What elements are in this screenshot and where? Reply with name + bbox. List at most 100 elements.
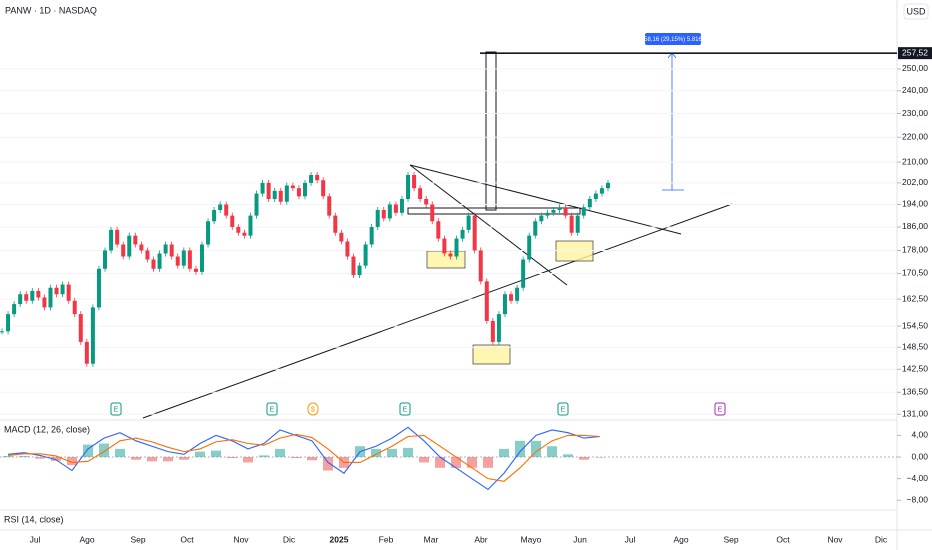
histogram-bar <box>67 457 77 466</box>
histogram-bar <box>547 446 557 458</box>
currency-button[interactable] <box>903 3 929 20</box>
histogram-bar <box>531 440 541 458</box>
candle-body <box>96 268 101 308</box>
event-label: E <box>114 406 119 413</box>
histogram-bar <box>387 448 397 458</box>
candle-body <box>272 190 277 199</box>
y-tick-label: −4,00 <box>906 473 928 483</box>
event-marker <box>714 402 726 416</box>
candle-body <box>478 250 483 282</box>
candle-body <box>36 290 41 298</box>
candle-body <box>502 294 507 315</box>
rectangle <box>407 207 581 215</box>
candle-body <box>424 198 429 205</box>
candle-body <box>315 175 320 181</box>
candle-body <box>218 204 223 211</box>
candle-body <box>206 221 211 245</box>
candle-body <box>0 331 4 333</box>
histogram-bar <box>227 457 237 459</box>
histogram-bar <box>99 443 109 458</box>
candle-body <box>30 290 35 301</box>
rectangle <box>485 51 497 211</box>
candle-body <box>90 307 95 364</box>
y-tick-label: 178,00 <box>902 245 928 255</box>
x-tick-label: Mar <box>424 534 439 544</box>
histogram-bar <box>275 448 285 458</box>
highlight-box <box>472 344 511 365</box>
candle-body <box>381 210 386 219</box>
histogram-bar <box>291 457 301 459</box>
candle-body <box>599 188 604 194</box>
candle-body <box>448 253 453 257</box>
candle-body <box>460 229 465 239</box>
y-tick-label: 186,00 <box>902 221 928 231</box>
histogram-bar <box>35 457 45 459</box>
event-label: E <box>561 406 566 413</box>
trend-line <box>409 164 568 286</box>
candle-body <box>199 244 204 272</box>
x-tick-label: Jun <box>573 534 587 544</box>
candle-body <box>290 185 295 189</box>
plot: E E $ E E E <box>0 52 897 491</box>
x-tick-label: Oct <box>180 534 194 544</box>
trend-line <box>142 203 733 419</box>
symbol-title: PANW · 1D · NASDAQ <box>5 5 97 15</box>
candle-body <box>442 238 447 254</box>
candle-body <box>296 188 301 197</box>
candle-body <box>6 314 11 332</box>
candle-body <box>375 210 380 227</box>
candle-body <box>230 215 235 227</box>
y-tick-label: 250,00 <box>902 63 928 73</box>
histogram-bar <box>595 457 605 458</box>
histogram-bar <box>451 457 461 468</box>
candle-body <box>533 221 538 236</box>
candle-body <box>72 300 77 315</box>
y-tick-label: 162,50 <box>902 293 928 303</box>
candle-body <box>157 253 162 269</box>
candle-body <box>587 198 592 208</box>
y-tick-label: 142,50 <box>902 364 928 374</box>
histogram-bar <box>163 457 173 462</box>
candle-body <box>103 250 108 269</box>
x-tick-label: 2025 <box>330 534 349 544</box>
candle-body <box>509 294 514 301</box>
candle-body <box>242 232 247 236</box>
candle-body <box>145 250 150 260</box>
y-tick-label: 220,00 <box>902 132 928 142</box>
currency[interactable]: USD <box>906 6 926 16</box>
candle-body <box>454 238 459 257</box>
candle-body <box>284 185 289 202</box>
histogram-bar <box>435 457 445 468</box>
y-tick-label: 131,00 <box>902 409 928 419</box>
candle-body <box>48 287 53 308</box>
candle-body <box>54 287 59 295</box>
y-tick-label: 148,50 <box>902 342 928 352</box>
histogram-bar <box>115 448 125 458</box>
candle-body <box>387 204 392 219</box>
candle-body <box>466 215 471 230</box>
candle-body <box>12 304 17 315</box>
x-tick-label: Ago <box>673 534 688 544</box>
candle-body <box>496 314 501 342</box>
candle-body <box>412 175 417 189</box>
candle-body <box>24 294 29 301</box>
y-tick-label: 170,50 <box>902 268 928 278</box>
candle-body <box>248 215 253 236</box>
histogram-bar <box>3 455 13 458</box>
candle-body <box>60 284 65 295</box>
macd-line <box>7 426 601 491</box>
histogram-bar <box>259 455 269 458</box>
x-tick-label: Sep <box>130 534 145 544</box>
candle-body <box>484 281 489 321</box>
event-label: E <box>403 406 408 413</box>
candle-body <box>369 226 374 245</box>
candle-body <box>399 198 404 213</box>
candle-body <box>224 204 229 216</box>
candle-body <box>418 188 423 199</box>
candle-body <box>490 320 495 342</box>
candle-body <box>109 229 114 251</box>
level-tag <box>898 47 932 60</box>
candle-body <box>309 175 314 183</box>
candle-body <box>139 244 144 251</box>
